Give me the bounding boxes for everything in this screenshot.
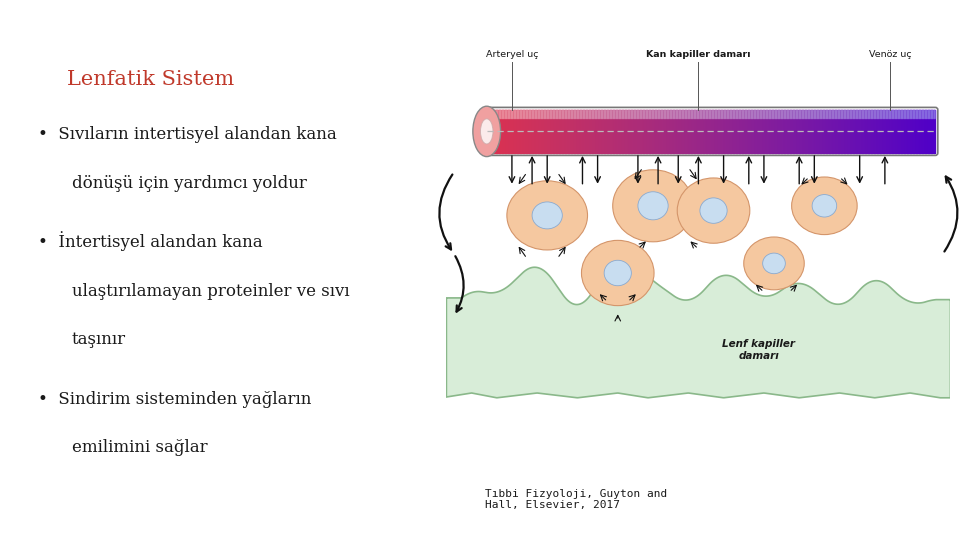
Text: Arteryel uç: Arteryel uç [486,50,539,59]
Ellipse shape [762,253,785,274]
Text: •  İntertisyel alandan kana: • İntertisyel alandan kana [38,231,263,251]
Text: Tıbbi Fizyoloji, Guyton and
Hall, Elsevier, 2017: Tıbbi Fizyoloji, Guyton and Hall, Elsevi… [485,489,667,510]
Ellipse shape [637,192,668,220]
Ellipse shape [507,181,588,250]
Ellipse shape [612,170,693,242]
Text: Kan kapiller damarı: Kan kapiller damarı [646,50,751,59]
Ellipse shape [677,178,750,243]
Text: Venöz uç: Venöz uç [869,50,911,59]
Text: dönüşü için yardımcı yoldur: dönüşü için yardımcı yoldur [72,175,307,192]
Text: Lenf kapiller
damarı: Lenf kapiller damarı [722,339,796,361]
Ellipse shape [744,237,804,290]
Text: •  Sindirim sisteminden yağların: • Sindirim sisteminden yağların [38,391,312,408]
Polygon shape [446,258,950,398]
Text: •  Sıvıların intertisyel alandan kana: • Sıvıların intertisyel alandan kana [38,126,337,143]
Text: taşınır: taşınır [72,332,126,348]
Ellipse shape [532,202,563,229]
Ellipse shape [812,194,837,217]
Text: ulaştırılamayan proteinler ve sıvı: ulaştırılamayan proteinler ve sıvı [72,283,349,300]
Ellipse shape [792,177,857,234]
Ellipse shape [604,260,632,286]
Ellipse shape [700,198,727,224]
Text: emilimini sağlar: emilimini sağlar [72,440,207,456]
Ellipse shape [473,106,500,157]
Text: Lenfatik Sistem: Lenfatik Sistem [67,70,234,89]
Ellipse shape [481,119,492,144]
Ellipse shape [582,240,654,306]
